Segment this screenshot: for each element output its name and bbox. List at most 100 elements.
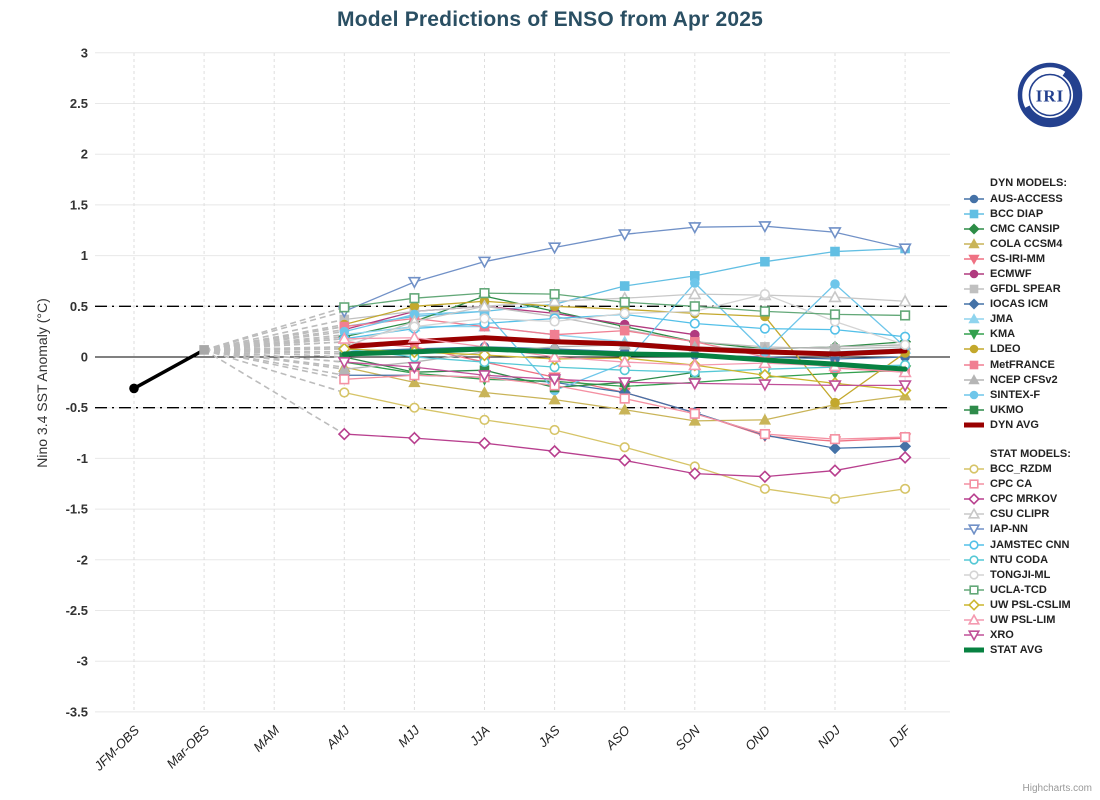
series-line xyxy=(343,305,696,336)
chart-legend: DYN MODELS: AUS-ACCESS BCC DIAP CMC CANSIP… xyxy=(963,176,1100,658)
data-point-marker xyxy=(969,570,979,580)
data-point-marker xyxy=(830,246,840,257)
data-point-marker xyxy=(968,373,980,384)
data-point-marker xyxy=(899,483,911,494)
series-xro xyxy=(337,356,912,393)
data-point-marker xyxy=(618,355,632,368)
legend-item-xro[interactable]: XRO xyxy=(963,628,1100,643)
data-point-marker xyxy=(758,221,772,234)
x-tick-label: MAM xyxy=(250,722,282,754)
data-point-marker xyxy=(337,331,351,344)
x-tick-label: JAS xyxy=(535,722,563,750)
legend-item-cs-iri-mm[interactable]: CS-IRI-MM xyxy=(963,251,1100,266)
legend-item-label: MetFRANCE xyxy=(990,358,1055,371)
legend-item-bcc-diap[interactable]: BCC DIAP xyxy=(963,206,1100,221)
legend-item-stat-avg[interactable]: STAT AVG xyxy=(963,643,1100,658)
data-point-marker xyxy=(969,194,979,203)
legend-item-jma[interactable]: JMA xyxy=(963,312,1100,327)
legend-marker-glyph xyxy=(964,209,984,218)
legend-item-ukmo[interactable]: UKMO xyxy=(963,402,1100,417)
data-point-marker xyxy=(618,453,632,467)
legend-item-gfdl-spear[interactable]: GFDL SPEAR xyxy=(963,282,1100,297)
legend-item-bcc-rzdm[interactable]: BCC_RZDM xyxy=(963,462,1100,477)
data-point-marker xyxy=(968,598,980,611)
series-ucla-tcd xyxy=(339,288,911,321)
legend-item-kma[interactable]: KMA xyxy=(963,327,1100,342)
legend-item-aus-access[interactable]: AUS-ACCESS xyxy=(963,191,1100,206)
data-point-marker xyxy=(690,278,700,288)
legend-header-dyn: DYN MODELS: xyxy=(990,177,1067,189)
data-point-marker xyxy=(758,379,772,392)
legend-item-label: UW PSL-CSLIM xyxy=(990,598,1071,611)
legend-item-cpc-ca[interactable]: CPC CA xyxy=(963,477,1100,492)
data-point-marker xyxy=(899,440,912,453)
legend-item-label: NCEP CFSv2 xyxy=(990,373,1058,386)
fan-line xyxy=(203,306,345,351)
legend-item-metfrance[interactable]: MetFRANCE xyxy=(963,357,1100,372)
legend-item-csu-clipr[interactable]: CSU CLIPR xyxy=(963,507,1100,522)
data-point-marker xyxy=(758,470,772,484)
legend-item-label: XRO xyxy=(990,629,1014,642)
data-point-marker xyxy=(619,325,630,336)
observed-line xyxy=(133,348,205,390)
data-point-marker xyxy=(478,386,491,398)
legend-item-label: BCC DIAP xyxy=(990,207,1044,220)
legend-item-cola-ccsm4[interactable]: COLA CCSM4 xyxy=(963,236,1100,251)
data-point-marker xyxy=(967,508,981,519)
legend-marker-glyph xyxy=(964,422,984,428)
data-point-marker xyxy=(619,281,630,291)
legend-item-cpc-mrkov[interactable]: CPC MRKOV xyxy=(963,492,1100,507)
legend-item-label: JMA xyxy=(990,313,1014,326)
legend-item-jamstec-cnn[interactable]: JAMSTEC CNN xyxy=(963,537,1100,552)
data-point-marker xyxy=(409,293,420,304)
data-point-marker xyxy=(547,242,562,255)
legend-marker-glyph xyxy=(964,345,984,354)
x-tick-label: MJJ xyxy=(395,722,423,750)
legend-item-label: GFDL SPEAR xyxy=(990,283,1061,296)
legend-marker-glyph xyxy=(964,390,984,400)
legend-item-iap-nn[interactable]: IAP-NN xyxy=(963,522,1100,537)
legend-item-ucla-tcd[interactable]: UCLA-TCD xyxy=(963,582,1100,597)
data-point-marker xyxy=(830,397,840,408)
legend-item-uw-psl-cslim[interactable]: UW PSL-CSLIM xyxy=(963,597,1100,612)
data-point-marker xyxy=(547,350,562,363)
data-point-marker xyxy=(547,374,562,387)
legend-item-ncep-cfsv2[interactable]: NCEP CFSv2 xyxy=(963,372,1100,387)
legend-item-dyn-avg[interactable]: DYN AVG xyxy=(963,417,1100,432)
data-point-marker xyxy=(969,479,979,489)
highcharts-credit-link[interactable]: Highcharts.com xyxy=(1022,783,1092,794)
data-point-marker xyxy=(759,483,771,494)
legend-marker-glyph xyxy=(964,479,984,489)
legend-marker-glyph xyxy=(964,284,984,294)
data-point-marker xyxy=(759,323,771,334)
legend-item-sintex-f[interactable]: SINTEX-F xyxy=(963,387,1100,402)
data-point-marker xyxy=(129,383,139,394)
legend-item-label: CS-IRI-MM xyxy=(990,252,1045,265)
data-point-marker xyxy=(618,229,632,242)
data-point-marker xyxy=(619,365,630,376)
legend-item-ntu-coda[interactable]: NTU CODA xyxy=(963,552,1100,567)
x-tick-label: NDJ xyxy=(815,722,844,751)
data-point-marker xyxy=(688,358,702,371)
legend-marker-glyph xyxy=(964,194,984,203)
legend-item-uw-psl-lim[interactable]: UW PSL-LIM xyxy=(963,612,1100,627)
y-tick-label: -1.5 xyxy=(66,502,88,517)
data-point-marker xyxy=(968,298,980,310)
series-stat-avg xyxy=(341,346,908,372)
y-tick-label: 2.5 xyxy=(70,96,88,111)
legend-item-ldeo[interactable]: LDEO xyxy=(963,342,1100,357)
legend-marker-glyph xyxy=(964,539,984,550)
legend-item-iocas-icm[interactable]: IOCAS ICM xyxy=(963,297,1100,312)
data-point-marker xyxy=(829,434,841,445)
legend-item-cmc-cansip[interactable]: CMC CANSIP xyxy=(963,221,1100,236)
x-tick-label: AMJ xyxy=(323,722,353,752)
data-point-marker xyxy=(967,524,981,536)
legend-item-ecmwf[interactable]: ECMWF xyxy=(963,266,1100,281)
data-point-marker xyxy=(968,238,980,249)
legend-item-tongji-ml[interactable]: TONGJI-ML xyxy=(963,567,1100,582)
data-point-marker xyxy=(407,362,422,375)
iri-logo: IRI xyxy=(1012,62,1088,130)
legend-marker-glyph xyxy=(964,405,984,415)
legend-marker-glyph xyxy=(964,555,984,565)
legend-item-label: CPC MRKOV xyxy=(990,493,1058,506)
